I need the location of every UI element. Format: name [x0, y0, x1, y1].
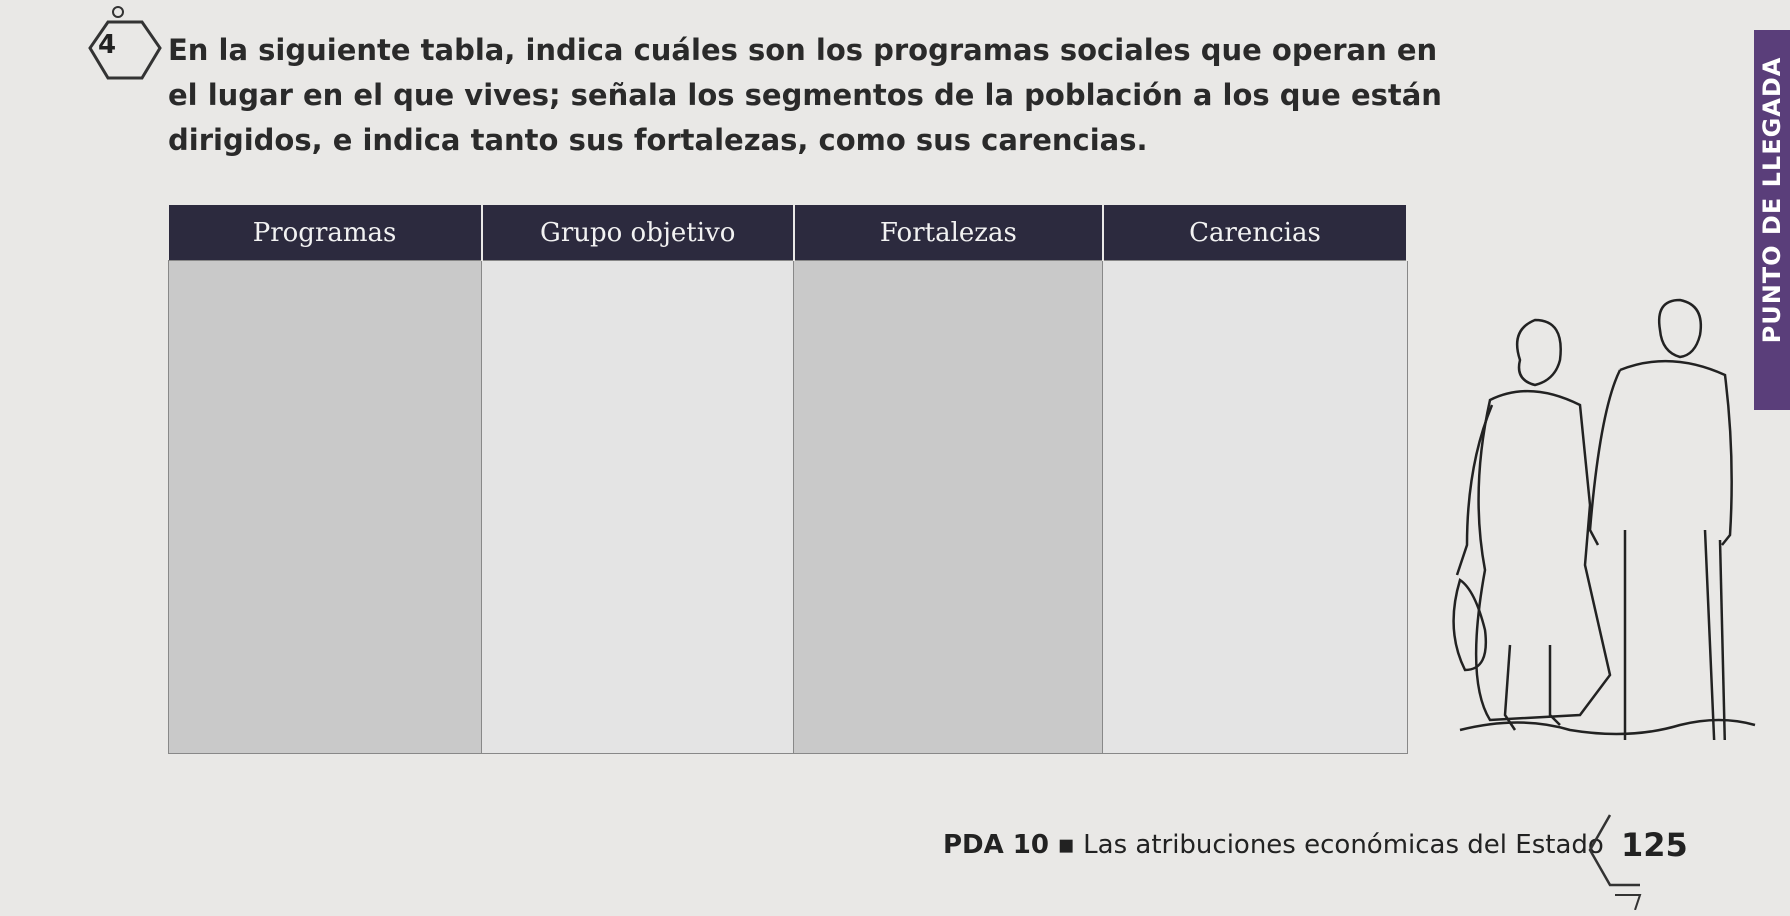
elderly-couple-illustration: [1452, 298, 1756, 740]
header-cell: Grupo objetivo: [481, 205, 795, 261]
instruction-line: En la siguiente tabla, indica cuáles son…: [168, 33, 1438, 67]
exercise-number: 4: [98, 30, 117, 60]
answer-cell[interactable]: [481, 260, 795, 754]
topic: Las atribuciones económicas del Estado: [1083, 830, 1604, 860]
programs-table: Programas Grupo objetivo Fortalezas Care…: [167, 205, 1409, 754]
badge-tail: [1615, 894, 1642, 910]
side-tab-label: PUNTO DE LLEGADA: [1758, 56, 1786, 344]
number-badge: [88, 6, 162, 80]
answer-cell[interactable]: [167, 260, 483, 754]
page-badge: [1588, 814, 1642, 910]
footer: PDA 10 ▪ Las atribuciones económicas del…: [943, 830, 1604, 860]
header-cell: Programas: [168, 205, 483, 261]
instructions: En la siguiente tabla, indica cuáles son…: [168, 28, 1442, 163]
unit-label: PDA 10: [943, 830, 1049, 860]
body-row: [167, 260, 1408, 754]
side-tab: [1754, 30, 1790, 410]
header-row: Programas Grupo objetivo Fortalezas Care…: [168, 205, 1409, 261]
answer-cell[interactable]: [1102, 260, 1408, 754]
badge-outline: [1588, 814, 1640, 887]
separator: ▪: [1057, 830, 1075, 860]
line-art: [1452, 298, 1756, 740]
instruction-line: el lugar en el que vives; señala los seg…: [168, 78, 1442, 112]
answer-cell[interactable]: [793, 260, 1104, 754]
dot: [112, 6, 124, 18]
hexagon: [88, 20, 162, 80]
header-cell: Carencias: [1102, 205, 1409, 261]
page-number: 125: [1621, 826, 1688, 864]
header-cell: Fortalezas: [793, 205, 1104, 261]
instruction-line: dirigidos, e indica tanto sus fortalezas…: [168, 123, 1148, 157]
